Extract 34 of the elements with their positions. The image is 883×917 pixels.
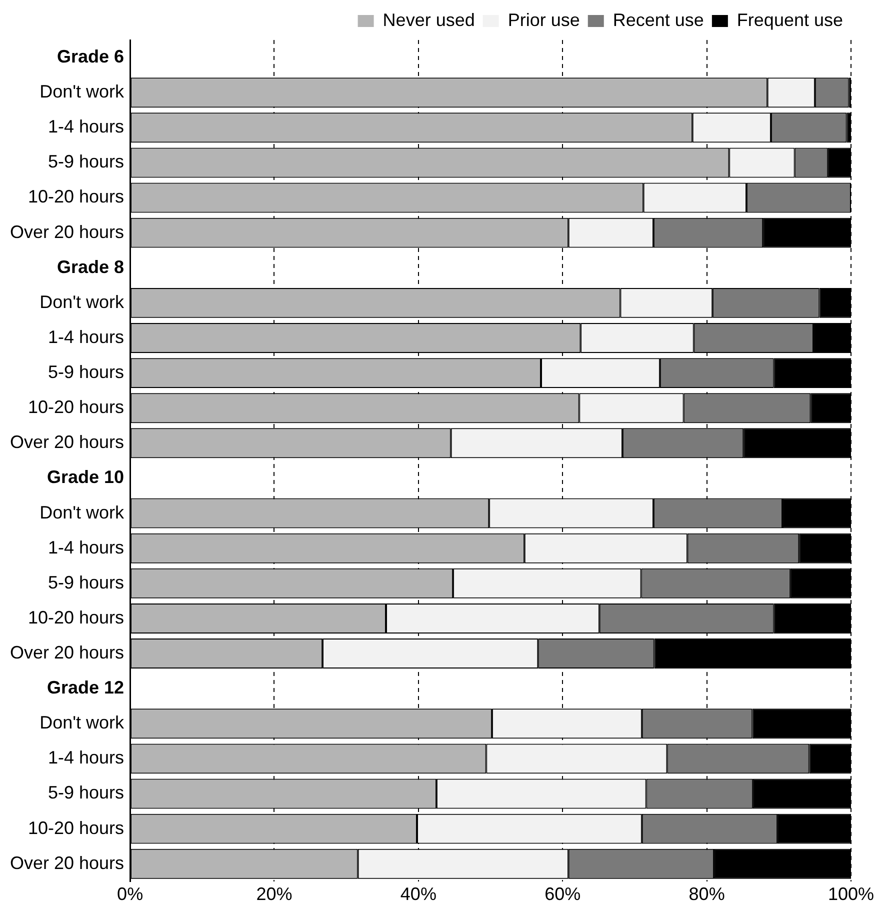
y-tick-label: 5-9 hours [48, 572, 124, 592]
y-tick-label: Grade 12 [47, 678, 124, 698]
x-tick-label: 80% [688, 884, 725, 904]
y-tick-label: 10-20 hours [28, 397, 124, 418]
x-tick-label: 60% [544, 884, 581, 904]
y-tick-label: Grade 8 [57, 256, 124, 277]
legend-label: Recent use [612, 10, 704, 30]
y-tick-label: Don't work [40, 502, 126, 522]
y-tick-label: 5-9 hours [48, 782, 124, 803]
y-tick-label: 1-4 hours [48, 326, 124, 347]
legend-label: Never used [382, 10, 475, 30]
y-tick-label: Grade 6 [57, 46, 124, 66]
y-tick-label: 10-20 hours [28, 818, 124, 838]
y-tick-label: 5-9 hours [48, 152, 124, 172]
y-tick-label: 5-9 hours [48, 362, 124, 382]
y-tick-label: 10-20 hours [28, 607, 124, 628]
y-tick-label: 1-4 hours [48, 537, 124, 558]
x-tick-label: 100% [828, 884, 874, 904]
y-tick-label: Over 20 hours [10, 642, 124, 662]
y-tick-label: 1-4 hours [48, 748, 124, 768]
legend-label: Prior use [508, 10, 580, 30]
y-tick-label: Over 20 hours [10, 432, 124, 452]
legend-label: Frequent use [736, 10, 844, 30]
y-tick-label: Over 20 hours [10, 222, 124, 242]
y-tick-label: Don't work [40, 292, 126, 312]
x-tick-label: 20% [256, 884, 292, 904]
x-tick-label: 40% [400, 884, 436, 904]
x-tick-label: 0% [117, 884, 144, 904]
y-tick-label: 1-4 hours [48, 116, 124, 137]
y-tick-label: Don't work [40, 82, 126, 102]
y-tick-label: 10-20 hours [28, 186, 124, 207]
y-tick-label: Don't work [40, 712, 126, 733]
y-tick-label: Over 20 hours [10, 852, 124, 873]
y-tick-label: Grade 10 [47, 467, 124, 488]
